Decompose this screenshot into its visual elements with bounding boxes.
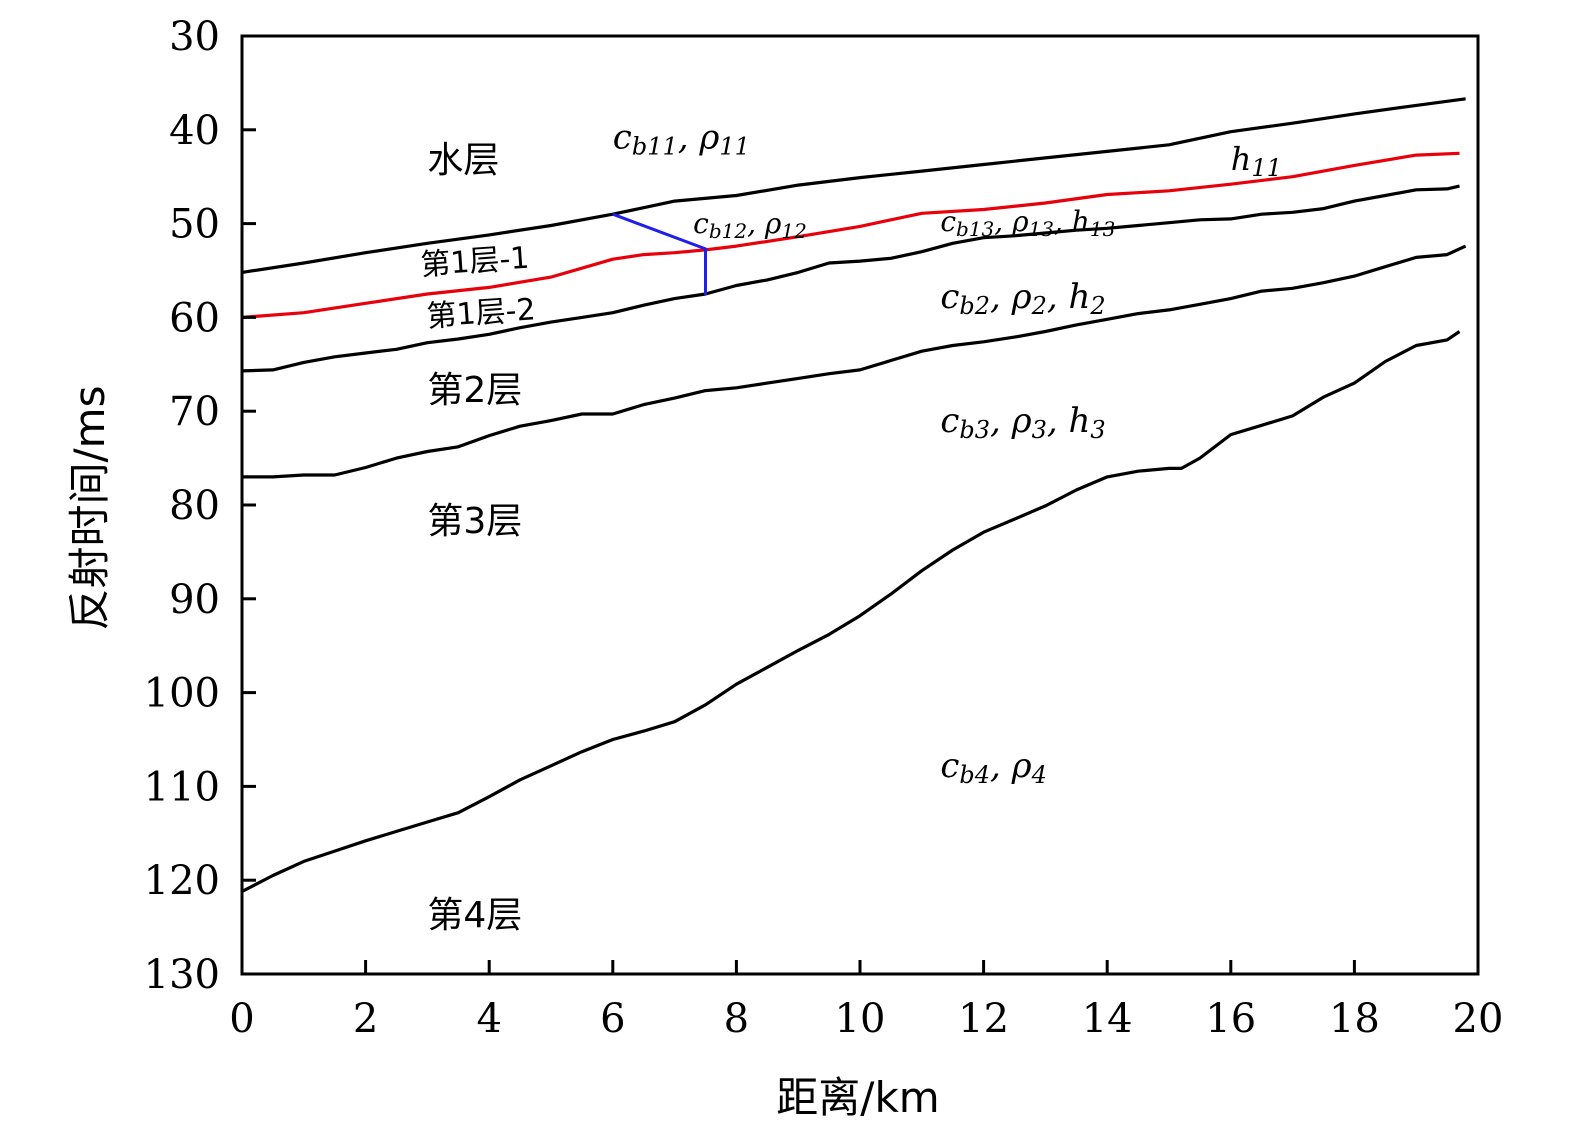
y-tick-label: 50 bbox=[169, 202, 220, 248]
annotation-label: cb3, ρ3, h3 bbox=[940, 401, 1105, 444]
series-line-2 bbox=[241, 184, 1460, 373]
x-tick-label: 0 bbox=[229, 996, 254, 1042]
annotation-label: 第4层 bbox=[427, 895, 522, 936]
series-line-0 bbox=[241, 97, 1466, 274]
series-line-1 bbox=[241, 151, 1460, 319]
y-axis: 30 40 50 60 70 80 90 100 110 120 130 bbox=[144, 14, 256, 998]
x-axis: 0 2 4 6 8 10 12 14 16 18 20 bbox=[229, 960, 1503, 1042]
y-tick-label: 30 bbox=[169, 14, 220, 60]
annotation-label: 第1层-1 bbox=[419, 241, 530, 284]
annotation-label: 第3层 bbox=[427, 501, 522, 542]
annotation-label: cb4, ρ4 bbox=[940, 746, 1047, 789]
y-tick-label: 70 bbox=[169, 389, 220, 435]
annotation-label: cb11, ρ11 bbox=[613, 118, 750, 161]
y-axis-title: 反射时间/ms bbox=[65, 386, 114, 631]
y-tick-label: 130 bbox=[144, 952, 220, 998]
y-tick-label: 80 bbox=[169, 483, 220, 529]
x-tick-label: 4 bbox=[476, 996, 501, 1042]
x-tick-label: 8 bbox=[724, 996, 749, 1042]
y-tick-label: 60 bbox=[169, 295, 220, 341]
y-tick-label: 120 bbox=[144, 858, 220, 904]
y-tick-label: 110 bbox=[144, 764, 220, 810]
y-tick-label: 40 bbox=[169, 108, 220, 154]
x-tick-label: 6 bbox=[600, 996, 625, 1042]
y-tick-label: 90 bbox=[169, 577, 220, 623]
annotation-label: 水层 bbox=[427, 140, 499, 181]
annotation-label: 第2层 bbox=[427, 370, 522, 411]
x-axis-title: 距离/km bbox=[776, 1073, 939, 1122]
annotation-label: h11 bbox=[1231, 140, 1282, 182]
x-tick-label: 10 bbox=[835, 996, 886, 1042]
annotation-label: cb12, ρ12 bbox=[693, 207, 807, 243]
x-tick-label: 20 bbox=[1453, 996, 1504, 1042]
x-tick-label: 16 bbox=[1205, 996, 1256, 1042]
x-tick-label: 14 bbox=[1082, 996, 1133, 1042]
x-tick-label: 2 bbox=[353, 996, 378, 1042]
plot-lines bbox=[241, 97, 1467, 893]
annotation-label: 第1层-2 bbox=[426, 292, 537, 335]
annotation-label: cb2, ρ2, h2 bbox=[940, 277, 1105, 320]
series-line-5 bbox=[612, 212, 707, 295]
y-tick-label: 100 bbox=[144, 671, 220, 717]
x-tick-label: 18 bbox=[1329, 996, 1380, 1042]
x-tick-label: 12 bbox=[958, 996, 1009, 1042]
series-line-3 bbox=[242, 244, 1467, 479]
series-line-4 bbox=[241, 330, 1461, 893]
